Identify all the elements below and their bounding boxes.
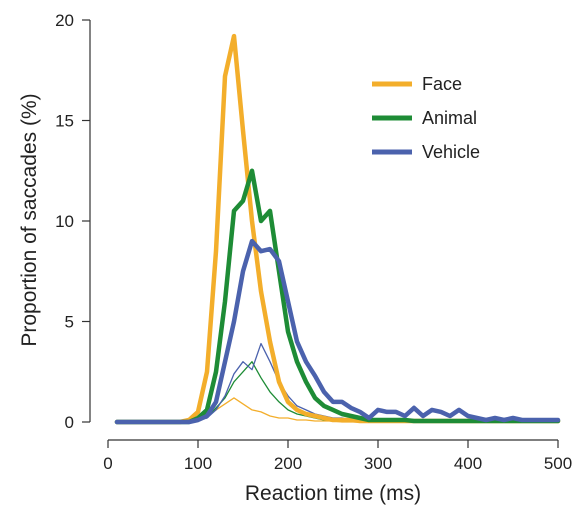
x-tick-label: 0 xyxy=(103,454,112,473)
series-group xyxy=(114,33,561,425)
x-tick-label: 400 xyxy=(454,454,482,473)
series-line-animal xyxy=(114,168,561,425)
y-axis-label: Proportion of saccades (%) xyxy=(18,93,41,346)
x-tick-label: 200 xyxy=(274,454,302,473)
y-tick-label: 20 xyxy=(55,11,74,30)
y-tick-label: 15 xyxy=(55,112,74,131)
x-tick-label: 100 xyxy=(184,454,212,473)
y-tick-label: 5 xyxy=(65,313,74,332)
legend-label-animal: Animal xyxy=(422,108,477,128)
series-line-face xyxy=(114,33,561,425)
legend-label-face: Face xyxy=(422,74,462,94)
legend: Face Animal Vehicle xyxy=(372,74,480,162)
x-tick-label: 500 xyxy=(544,454,572,473)
y-tick-label: 10 xyxy=(55,212,74,231)
x-axis-label: Reaction time (ms) xyxy=(245,482,421,505)
legend-label-vehicle: Vehicle xyxy=(422,142,480,162)
y-tick-label: 0 xyxy=(65,413,74,432)
axes: 0 100 200 300 400 500 0 5 10 15 20 xyxy=(55,11,572,473)
series-line-vehicle xyxy=(114,238,561,425)
x-tick-label: 300 xyxy=(364,454,392,473)
